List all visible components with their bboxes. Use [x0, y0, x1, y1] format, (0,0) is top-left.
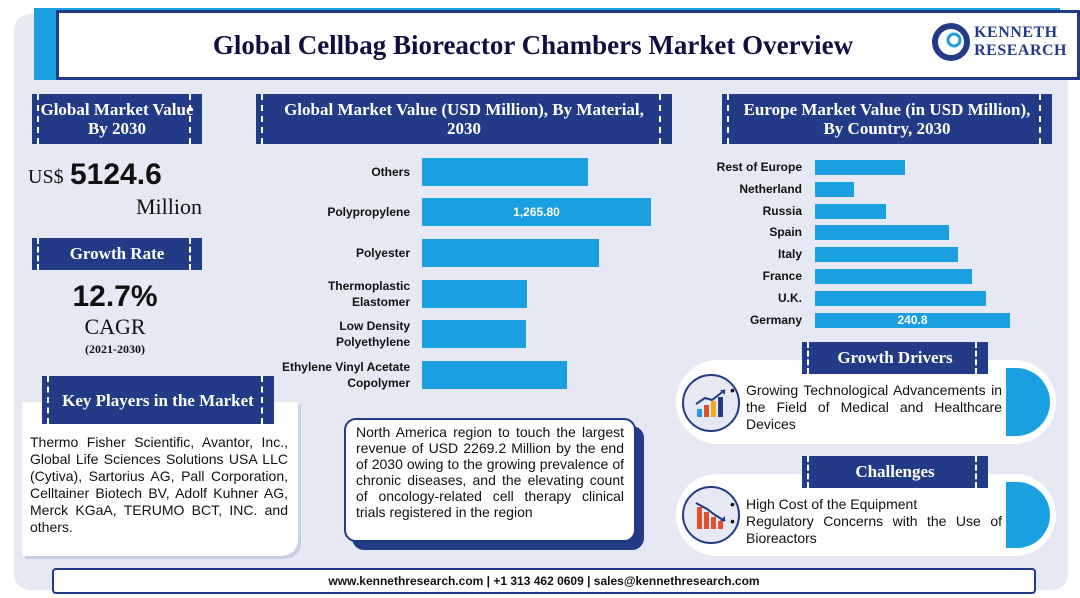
challenges-card: High Cost of the Equipment Regulatory Co… — [676, 474, 1056, 556]
key-players-card: Thermo Fisher Scientific, Avantor, Inc.,… — [22, 402, 298, 556]
growth-drivers-card: Growing Technological Advancements in th… — [676, 360, 1056, 444]
material-chart-title: Global Market Value (USD Million), By Ma… — [256, 94, 672, 144]
market-value-block: US$ 5124.6 Million — [28, 158, 228, 228]
growth-value: 12.7% — [72, 280, 158, 313]
growth-drivers-heading: Growth Drivers — [802, 342, 988, 374]
challenge-item: Regulatory Concerns with the Use of Bior… — [728, 513, 1002, 547]
title-shadow: Global Cellbag Bioreactor Chambers Marke… — [34, 8, 1080, 80]
growth-block: 12.7% CAGR (2021-2030) — [40, 280, 190, 357]
challenges-accent — [1006, 482, 1050, 548]
market-value-unit: Million — [136, 194, 203, 219]
key-players-text: Thermo Fisher Scientific, Avantor, Inc.,… — [30, 434, 288, 535]
growth-period: (2021-2030) — [85, 342, 145, 356]
logo-line2: RESEARCH — [974, 42, 1067, 59]
market-value-heading: Global Market Value By 2030 — [32, 94, 202, 144]
growth-cagr-label: CAGR — [84, 314, 146, 339]
challenges-heading: Challenges — [802, 456, 988, 488]
title-banner: Global Cellbag Bioreactor Chambers Marke… — [56, 10, 1080, 80]
challenge-item: High Cost of the Equipment — [728, 496, 1002, 513]
currency-label: US$ — [28, 166, 64, 188]
page-title: Global Cellbag Bioreactor Chambers Marke… — [212, 29, 854, 60]
key-players-heading: Key Players in the Market — [42, 376, 274, 424]
challenges-list: High Cost of the Equipment Regulatory Co… — [728, 496, 1002, 547]
kenneth-logo-icon — [932, 23, 971, 61]
market-value-number: 5124.6 — [70, 158, 162, 191]
growth-driver-item: Growing Technological Advancements in th… — [728, 382, 1002, 433]
growth-drivers-list: Growing Technological Advancements in th… — [728, 382, 1002, 433]
growth-rate-heading: Growth Rate — [32, 238, 202, 270]
north-america-note: North America region to touch the larges… — [344, 418, 636, 542]
europe-chart-title: Europe Market Value (in USD Million), By… — [722, 94, 1052, 144]
logo-line1: KENNETH — [974, 24, 1058, 41]
company-logo: KENNETH RESEARCH — [932, 23, 1067, 61]
footer-contact: www.kennethresearch.com | +1 313 462 060… — [52, 568, 1036, 594]
growth-drivers-accent — [1006, 368, 1050, 436]
